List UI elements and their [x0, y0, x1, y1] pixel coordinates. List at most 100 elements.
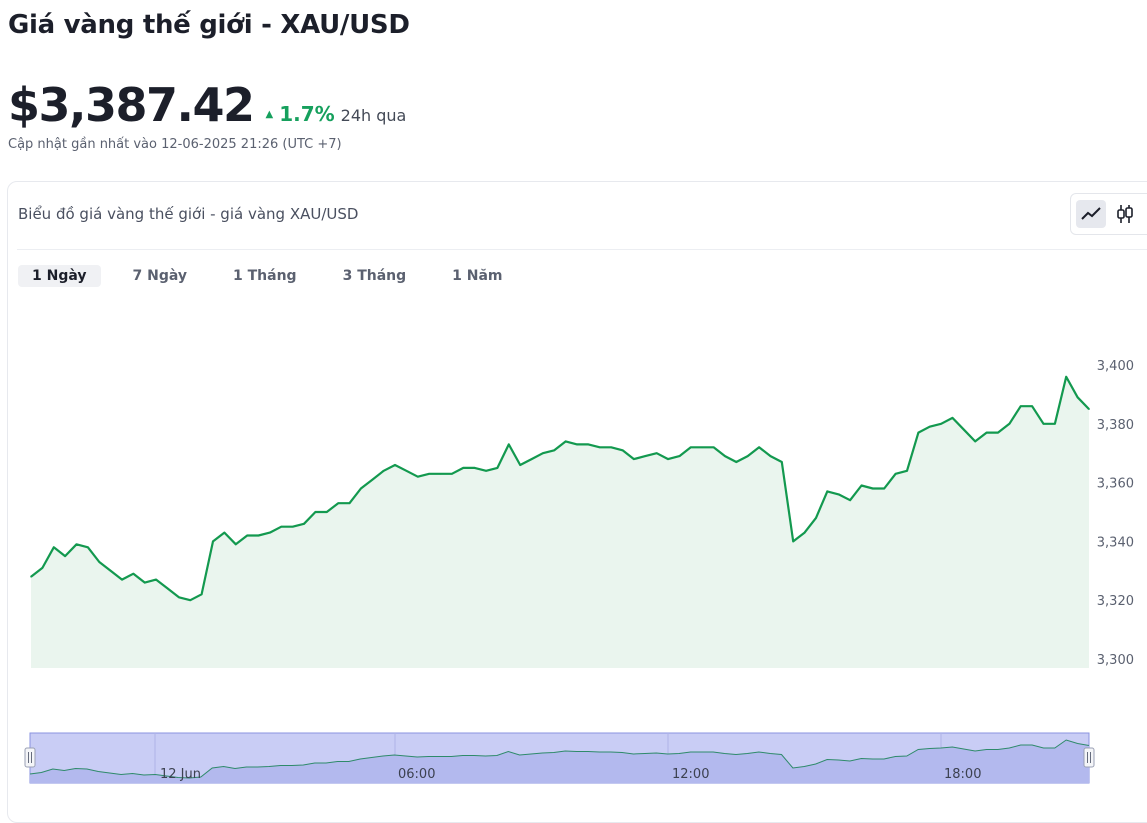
- navigator-label: 12:00: [672, 767, 709, 782]
- price-point: [462, 467, 465, 469]
- price-point: [872, 487, 874, 490]
- chart-card-title: Biểu đồ giá vàng thế giới - giá vàng XAU…: [18, 205, 359, 223]
- price-point: [735, 461, 738, 463]
- price-point: [1088, 408, 1090, 410]
- price-point: [769, 455, 772, 457]
- tab-3-months[interactable]: 3 Tháng: [342, 268, 407, 284]
- price-point: [326, 511, 328, 513]
- price-point: [246, 534, 248, 537]
- page-title: Giá vàng thế giới - XAU/USD: [8, 10, 410, 40]
- price-point: [997, 431, 999, 434]
- card-divider: [17, 249, 1147, 250]
- price-point: [485, 470, 487, 472]
- tab-1-year[interactable]: 1 Năm: [452, 268, 503, 284]
- candlestick-icon: [1117, 205, 1133, 223]
- price-point: [291, 525, 294, 528]
- price-point: [894, 473, 897, 475]
- price-point: [121, 578, 123, 581]
- price-point: [599, 446, 601, 449]
- change-percent: 1.7%: [279, 102, 335, 126]
- price-point: [64, 555, 66, 557]
- y-tick-label: 3,300: [1097, 653, 1134, 668]
- navigator-handle-right[interactable]: [1083, 747, 1095, 768]
- price-point: [792, 540, 794, 543]
- price-point: [1076, 396, 1079, 399]
- price-point: [451, 473, 453, 475]
- price-point: [280, 525, 283, 528]
- last-updated: Cập nhật gần nhất vào 12-06-2025 21:26 (…: [8, 137, 342, 152]
- price-point: [837, 493, 840, 496]
- price-point: [1031, 405, 1033, 408]
- price-point: [712, 446, 715, 449]
- price-point: [542, 452, 544, 455]
- price-point: [75, 543, 78, 546]
- price-point: [746, 455, 749, 457]
- navigator-label: 18:00: [944, 767, 981, 782]
- price-point: [610, 446, 612, 449]
- price-point: [439, 473, 442, 475]
- price-point: [1019, 405, 1022, 408]
- price-point: [98, 561, 101, 563]
- price-line: [30, 375, 1090, 602]
- price-point: [928, 425, 931, 428]
- price-point: [667, 458, 669, 460]
- y-tick-label: 3,380: [1097, 418, 1134, 433]
- candlestick-button[interactable]: [1110, 200, 1140, 228]
- price-area: [31, 376, 1089, 668]
- price-point: [508, 443, 510, 446]
- price-point: [360, 487, 362, 490]
- price-point: [417, 475, 419, 478]
- y-tick-label: 3,400: [1097, 359, 1134, 374]
- y-tick-label: 3,320: [1097, 594, 1134, 609]
- price-point: [132, 572, 135, 575]
- price-point: [690, 446, 692, 449]
- price-point: [724, 455, 726, 457]
- price-point: [269, 531, 271, 534]
- price-point: [951, 417, 954, 419]
- price-point: [428, 473, 431, 475]
- price-point: [348, 502, 351, 505]
- line-chart-button[interactable]: [1076, 200, 1106, 228]
- price-point: [621, 449, 624, 452]
- price-point: [644, 455, 647, 457]
- price-point: [781, 461, 783, 463]
- price-change: ▲ 1.7% 24h qua: [266, 102, 407, 126]
- price-point: [815, 517, 817, 519]
- price-point: [963, 428, 965, 431]
- current-price: $3,387.42: [8, 78, 255, 132]
- tab-1-month[interactable]: 1 Tháng: [233, 268, 297, 284]
- price-point: [883, 487, 885, 490]
- tab-1-day[interactable]: 1 Ngày: [18, 265, 101, 287]
- chart-type-toggle: [1070, 193, 1147, 235]
- price-point: [371, 478, 374, 481]
- price-point: [576, 443, 578, 446]
- navigator-label: 12 Jun: [160, 767, 201, 782]
- price-point: [701, 446, 703, 449]
- price-point: [519, 464, 521, 466]
- price-point: [189, 599, 192, 601]
- price-row: $3,387.42 ▲ 1.7% 24h qua: [8, 78, 406, 132]
- price-point: [1008, 423, 1011, 425]
- price-point: [53, 546, 55, 549]
- price-point: [633, 458, 635, 460]
- price-point: [655, 452, 658, 455]
- y-tick-label: 3,360: [1097, 477, 1134, 492]
- price-chart: 3,300 3,320 3,340 3,360 3,380 3,400 12 Jun 06:0…: [24, 359, 1134, 784]
- navigator-label: 06:00: [398, 767, 435, 782]
- price-point: [530, 458, 533, 460]
- navigator-handle-left[interactable]: [24, 747, 36, 768]
- price-point: [257, 534, 260, 537]
- price-point: [166, 587, 169, 590]
- price-point: [87, 546, 89, 549]
- change-period: 24h qua: [340, 106, 407, 125]
- price-point: [1042, 423, 1045, 425]
- period-tabs: 1 Ngày 7 Ngày 1 Tháng 3 Tháng 1 Năm: [18, 265, 535, 287]
- price-point: [382, 470, 385, 472]
- tab-7-days[interactable]: 7 Ngày: [132, 268, 188, 284]
- price-point: [678, 455, 681, 457]
- price-point: [41, 567, 44, 569]
- price-point: [553, 449, 556, 452]
- price-point: [200, 593, 203, 596]
- price-point: [155, 578, 157, 581]
- price-point: [906, 470, 908, 472]
